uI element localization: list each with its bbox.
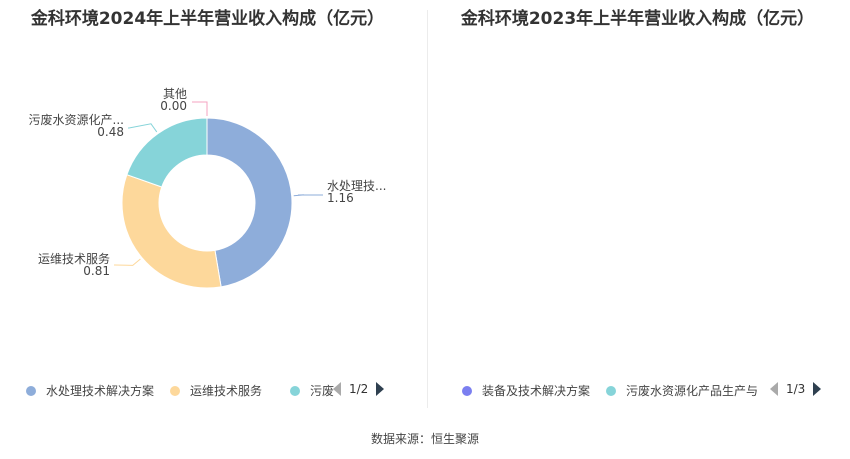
label-leader-line (128, 123, 158, 133)
legend-label: 装备及技术解决方案 (482, 384, 591, 398)
chart-title: 金科环境2024年上半年营业收入构成（亿元） (30, 9, 385, 29)
label-leader-line (192, 101, 208, 116)
legend-label: 水处理技术解决方案 (46, 384, 155, 398)
legend-prev-icon[interactable] (333, 382, 341, 396)
legend-prev-icon[interactable] (770, 382, 778, 396)
legend-item[interactable]: 水处理技术解决方案 (26, 382, 154, 399)
donut-slice[interactable] (206, 117, 293, 288)
legend-item[interactable]: 污废水资源化产品生产与 (606, 382, 758, 399)
panel-divider (427, 10, 428, 408)
legend-marker (170, 385, 180, 396)
chart-panel-2023: 金科环境2023年上半年营业收入构成（亿元） 装备及技术...1.63污废水资.… (425, 0, 850, 410)
legend-page-indicator: 1/3 (786, 382, 806, 396)
legend-item[interactable]: 运维技术服务 (170, 382, 262, 399)
slice-value-label: 1.16 (327, 191, 354, 205)
donut-slice[interactable] (121, 174, 222, 289)
legend-label: 污废水资源化产品生产与 (626, 384, 759, 398)
legend-label: 污废 (310, 384, 335, 398)
chart-title: 金科环境2023年上半年营业收入构成（亿元） (460, 9, 815, 29)
legend-next-icon[interactable] (813, 382, 822, 396)
donut-slice[interactable] (126, 117, 208, 188)
slice-name-label: 运维技术服务 (38, 251, 110, 266)
legend-marker (462, 385, 472, 396)
label-leader-line (293, 194, 323, 197)
legend-page-indicator: 1/2 (349, 382, 369, 396)
slice-value-label: 0.81 (83, 264, 110, 278)
slice-name-label: 其他 (163, 87, 187, 101)
data-source: 数据来源：恒生聚源 (370, 432, 479, 446)
donut-chart: 装备及技术...1.63污废水资...0.47运维技术服务0.44其他0.00 (425, 0, 850, 380)
legend-item[interactable]: 污废 (290, 382, 334, 399)
legend-next-icon[interactable] (376, 382, 385, 396)
legend-marker (290, 385, 300, 396)
label-leader-line (114, 258, 141, 266)
legend-marker (26, 385, 36, 396)
legend-marker (606, 385, 616, 396)
legend-label: 运维技术服务 (190, 384, 263, 398)
legend-item[interactable]: 装备及技术解决方案 (462, 382, 590, 399)
slice-name-label: 水处理技... (327, 179, 386, 193)
slice-value-label: 0.48 (97, 125, 124, 139)
chart-panel-2024: 金科环境2024年上半年营业收入构成（亿元） 水处理技... 1.16 运维技术服务… (0, 0, 425, 410)
slice-name-label: 污废水资源化产... (29, 112, 124, 127)
legend-pager: 1/2 (333, 382, 385, 396)
legend-pager: 1/3 (770, 382, 822, 396)
slice-value-label: 0.00 (160, 99, 187, 113)
